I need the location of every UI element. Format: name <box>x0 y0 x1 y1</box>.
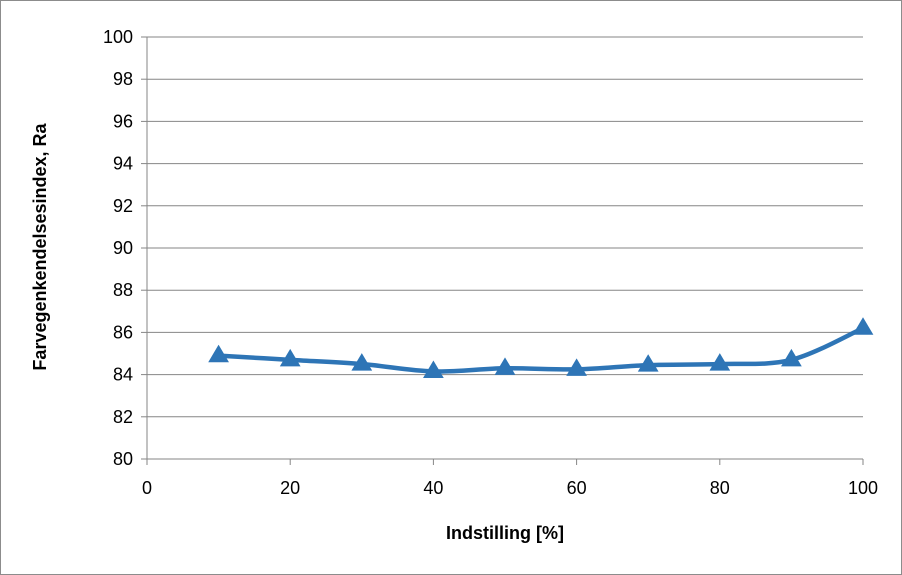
x-tick-label-40: 40 <box>423 478 443 498</box>
data-point-20 <box>279 348 301 367</box>
x-tick-label-20: 20 <box>280 478 300 498</box>
axes <box>141 36 864 465</box>
data-point-60 <box>566 358 587 376</box>
gridlines <box>147 36 863 418</box>
y-tick-labels: 80 82 84 86 88 90 92 94 96 98 100 <box>103 27 133 469</box>
y-tick-label-100: 100 <box>103 27 133 47</box>
y-tick-label-98: 98 <box>113 69 133 89</box>
data-point-70 <box>637 354 659 372</box>
y-tick-label-84: 84 <box>113 365 133 385</box>
data-point-90 <box>781 348 802 367</box>
x-tick-label-80: 80 <box>710 478 730 498</box>
y-tick-label-86: 86 <box>113 322 133 342</box>
y-tick-label-88: 88 <box>113 280 133 300</box>
y-tick-label-90: 90 <box>113 238 133 258</box>
data-point-10 <box>208 344 229 363</box>
y-tick-label-82: 82 <box>113 407 133 427</box>
series-0-line <box>216 325 866 374</box>
y-tick-label-92: 92 <box>113 196 133 216</box>
y-tick-label-96: 96 <box>113 111 133 131</box>
series <box>208 317 874 379</box>
x-tick-label-100: 100 <box>848 478 878 498</box>
data-point-100 <box>852 317 874 335</box>
x-tick-label-60: 60 <box>567 478 587 498</box>
data-point-30 <box>351 353 373 371</box>
x-axis-title: Indstilling [%] <box>446 523 564 543</box>
x-tick-label-0: 0 <box>142 478 152 498</box>
y-tick-label-94: 94 <box>113 154 133 174</box>
data-point-50 <box>494 357 516 375</box>
y-axis-title: Farvegenkendelsesindex, Ra <box>30 122 50 370</box>
data-point-40 <box>423 360 444 379</box>
y-tick-label-80: 80 <box>113 449 133 469</box>
x-tick-labels: 0 20 40 60 80 100 <box>142 478 878 498</box>
data-point-80 <box>709 353 731 371</box>
